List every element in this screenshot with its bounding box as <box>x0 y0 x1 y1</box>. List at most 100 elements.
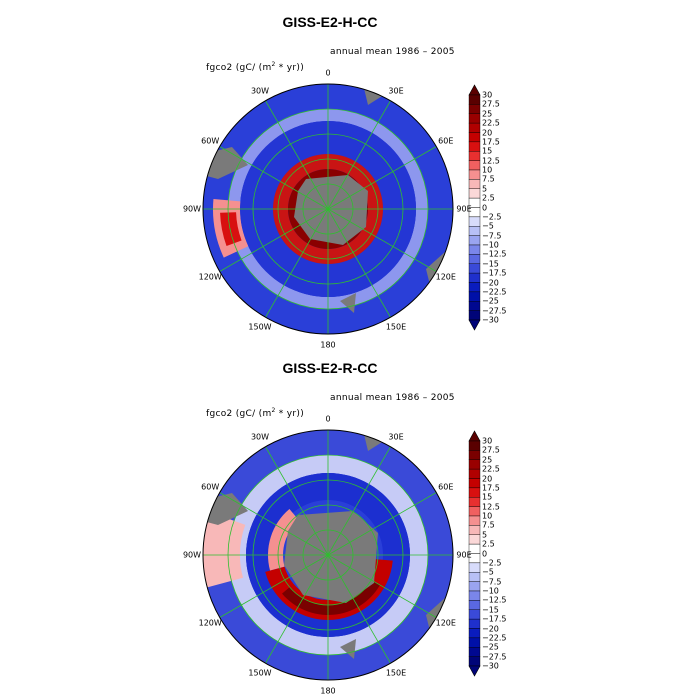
colorbar-tick-label: −22.5 <box>482 287 507 297</box>
colorbar <box>468 430 481 677</box>
longitude-label: 30E <box>388 432 404 442</box>
colorbar-swatch <box>468 515 481 526</box>
colorbar-tick-label: 10 <box>482 511 493 521</box>
colorbar-swatch <box>468 609 481 620</box>
longitude-label: 90E <box>456 550 472 560</box>
colorbar-tick-label: −17.5 <box>482 614 507 624</box>
colorbar-tick-label: 7.5 <box>482 520 495 530</box>
longitude-label: 30W <box>250 86 270 96</box>
colorbar-swatch <box>468 169 481 180</box>
colorbar-swatch <box>468 282 481 293</box>
colorbar-swatch <box>468 618 481 629</box>
colorbar-tick-label: 22.5 <box>482 464 500 474</box>
colorbar-tick-label: 12.5 <box>482 502 500 512</box>
colorbar-swatch <box>468 216 481 227</box>
longitude-label: 0 <box>325 68 331 78</box>
colorbar-swatch <box>468 291 481 302</box>
colorbar-tick-label: 15 <box>482 492 493 502</box>
colorbar-swatch <box>468 179 481 189</box>
colorbar-tick-label: −12.5 <box>482 595 507 605</box>
map-panel-giss-e2-r-cc: GISS-E2-R-CC annual mean 1986 – 2005 fgc… <box>0 346 700 696</box>
colorbar-tick-label: 30 <box>482 90 493 100</box>
colorbar-tick-label: 7.5 <box>482 174 495 184</box>
colorbar-tick-label: −22.5 <box>482 633 507 643</box>
colorbar-swatch <box>468 506 481 517</box>
panel-title: GISS-E2-R-CC <box>282 360 378 376</box>
colorbar-tick-label: 27.5 <box>482 99 500 109</box>
longitude-label: 60E <box>438 136 454 146</box>
longitude-label: 60W <box>201 136 220 146</box>
colorbar-tick-label: 22.5 <box>482 118 500 128</box>
colorbar-tick-label: 12.5 <box>482 156 500 166</box>
colorbar-tick-label: −2.5 <box>482 558 502 568</box>
colorbar-tick-label: −10 <box>482 586 499 596</box>
colorbar-tick-label: 10 <box>482 165 493 175</box>
longitude-label: 0 <box>325 414 331 424</box>
colorbar-tick-label: 20 <box>482 128 493 137</box>
longitude-label: 90W <box>182 550 202 560</box>
colorbar-swatch <box>468 637 481 648</box>
longitude-label: 120W <box>198 272 222 282</box>
panel-title: GISS-E2-H-CC <box>282 14 378 30</box>
colorbar-swatch <box>468 113 481 124</box>
colorbar-swatch <box>468 141 481 152</box>
colorbar-tick-label: −30 <box>482 661 499 671</box>
colorbar-swatch <box>468 244 481 255</box>
longitude-label: 150W <box>248 322 272 332</box>
longitude-label: 60E <box>438 482 454 492</box>
longitude-label: 180 <box>320 686 336 696</box>
longitude-label: 30E <box>388 86 404 96</box>
colorbar-swatch <box>468 188 481 199</box>
colorbar-swatch <box>468 235 481 246</box>
colorbar-swatch <box>468 301 481 311</box>
colorbar-tick-label: 25 <box>482 109 493 119</box>
colorbar-swatch <box>468 310 481 321</box>
colorbar-tick-label: 5 <box>482 184 488 194</box>
colorbar-tick-label: 15 <box>482 146 493 156</box>
colorbar-tick-label: 5 <box>482 530 488 540</box>
colorbar-tick-label: −7.5 <box>482 231 502 241</box>
longitude-label: 120E <box>435 272 456 282</box>
colorbar-swatch <box>468 226 481 236</box>
colorbar-tick-label: −12.5 <box>482 249 507 259</box>
colorbar-swatch <box>468 459 481 470</box>
polar-map <box>202 429 454 681</box>
period-label: annual mean 1986 – 2005 <box>330 47 455 57</box>
colorbar-swatch <box>468 478 481 489</box>
units-label: fgco2 (gC/ (m2 * yr)) <box>206 407 305 419</box>
longitude-label: 180 <box>320 340 336 350</box>
colorbar-tick-label: −30 <box>482 315 499 325</box>
colorbar-swatch <box>468 590 481 601</box>
colorbar-swatch <box>468 572 481 582</box>
longitude-label: 30W <box>250 432 270 442</box>
colorbar-tick-label: 2.5 <box>482 539 495 549</box>
longitude-label: 120W <box>198 618 222 628</box>
colorbar-swatch <box>468 600 481 610</box>
colorbar-swatch <box>468 104 481 114</box>
colorbar-swatch <box>468 440 481 451</box>
colorbar-swatch <box>468 94 481 105</box>
colorbar-swatch <box>468 487 481 498</box>
colorbar-swatch <box>468 647 481 657</box>
colorbar-tick-label: 30 <box>482 436 493 446</box>
colorbar-swatch <box>468 534 481 545</box>
units-label: fgco2 (gC/ (m2 * yr)) <box>206 61 305 73</box>
longitude-label: 120E <box>435 618 456 628</box>
colorbar-swatch <box>468 628 481 639</box>
longitude-label: 90E <box>456 204 472 214</box>
colorbar-tick-label: 0 <box>482 549 488 558</box>
colorbar-tick-label: 2.5 <box>482 193 495 203</box>
longitude-label: 60W <box>201 482 220 492</box>
colorbar-tick-label: −25 <box>482 642 499 652</box>
colorbar-tick-label: −20 <box>482 278 499 287</box>
colorbar-tick-label: 20 <box>482 474 493 483</box>
colorbar-swatch <box>468 263 481 274</box>
longitude-label: 150W <box>248 668 272 678</box>
colorbar-tick-label: 27.5 <box>482 445 500 455</box>
colorbar-tick-label: −27.5 <box>482 306 507 316</box>
colorbar-tick-label: −17.5 <box>482 268 507 278</box>
map-panel-giss-e2-h-cc: GISS-E2-H-CC annual mean 1986 – 2005 fgc… <box>182 14 507 350</box>
colorbar-swatch <box>468 151 481 161</box>
colorbar-tick-label: −10 <box>482 240 499 250</box>
longitude-label: 90W <box>182 204 202 214</box>
